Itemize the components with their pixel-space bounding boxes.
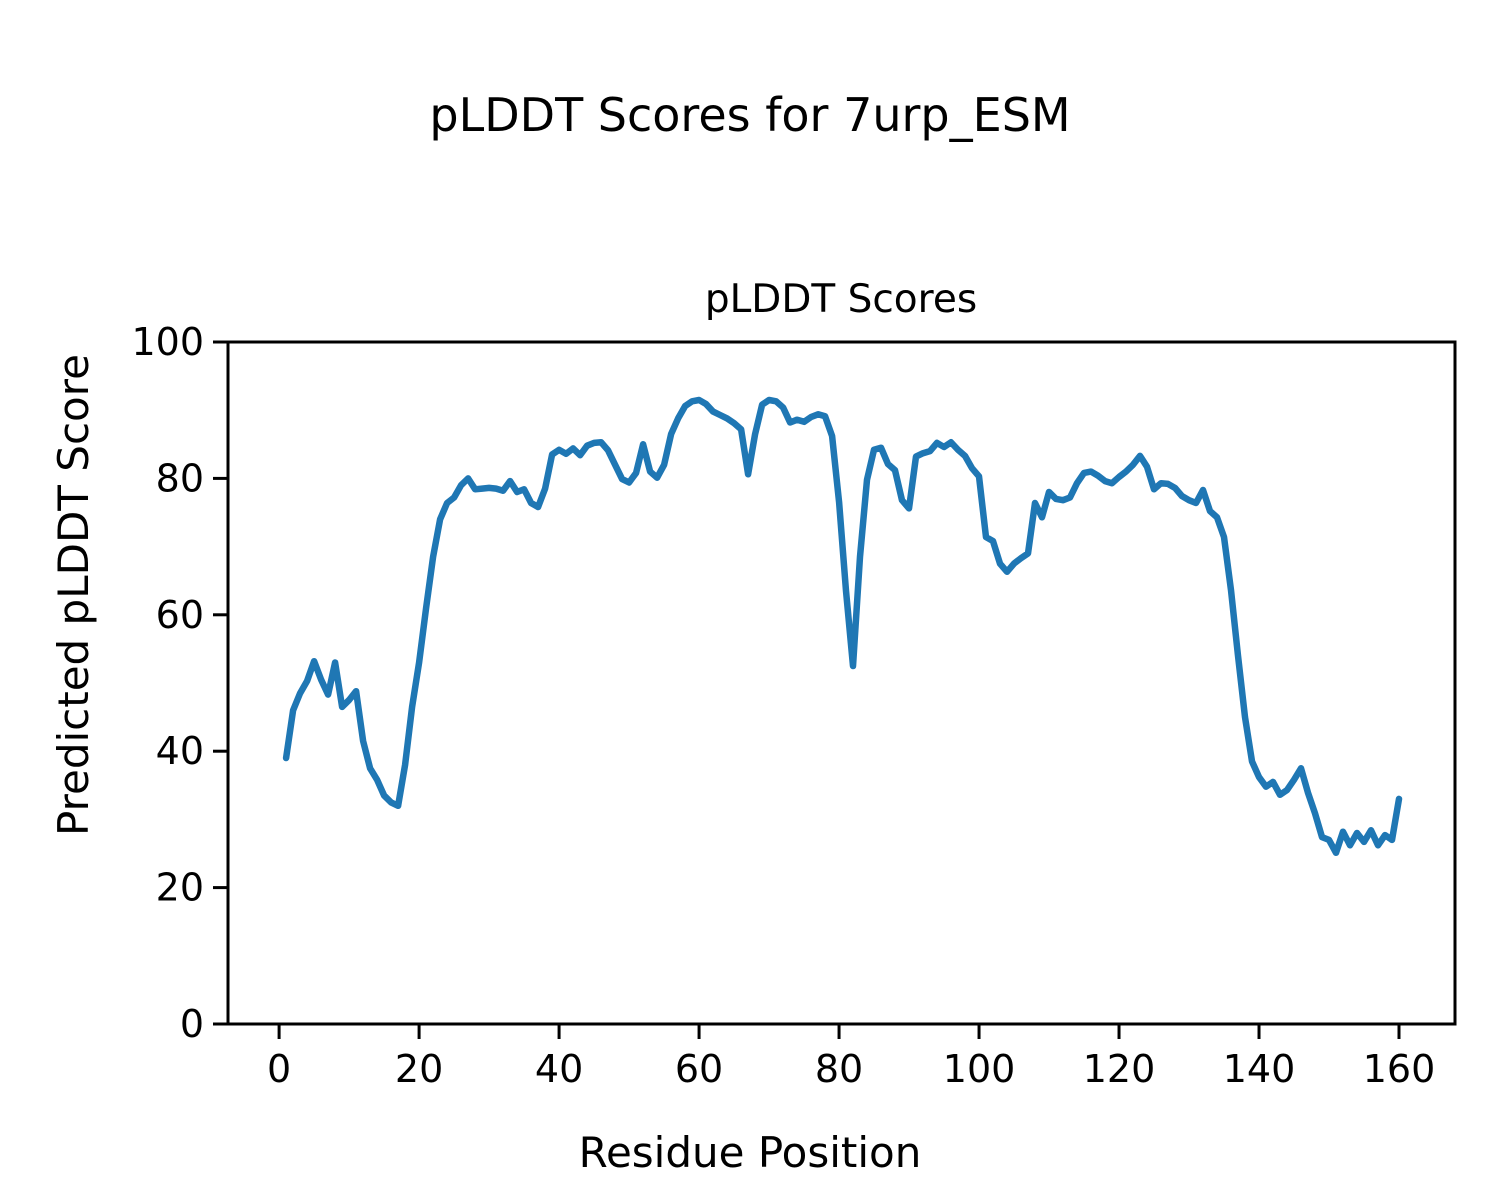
x-tick-label: 120 (1083, 1047, 1156, 1091)
x-axis-label: Residue Position (579, 1128, 922, 1177)
x-tick-label: 40 (535, 1047, 583, 1091)
x-tick-label: 160 (1363, 1047, 1436, 1091)
x-tick-label: 60 (675, 1047, 723, 1091)
x-tick-label: 80 (815, 1047, 863, 1091)
y-axis-ticks: 0 20 40 60 80 100 (131, 320, 228, 1046)
y-tick-label: 80 (156, 456, 204, 500)
figure-title: pLDDT Scores for 7urp_ESM (429, 88, 1070, 142)
axes-title: pLDDT Scores (705, 277, 977, 322)
x-tick-label: 20 (395, 1047, 443, 1091)
y-tick-label: 20 (156, 866, 204, 910)
y-axis-label: Predicted pLDDT Score (49, 354, 98, 836)
plot-border (226, 340, 1457, 1026)
x-tick-label: 100 (943, 1047, 1016, 1091)
plddt-line (282, 396, 1403, 857)
x-axis-ticks: 0 20 40 60 80 100 120 140 160 (267, 1024, 1435, 1091)
y-tick-label: 0 (180, 1002, 204, 1046)
y-tick-label: 40 (156, 729, 204, 773)
x-tick-label: 0 (267, 1047, 291, 1091)
x-tick-label: 140 (1223, 1047, 1296, 1091)
y-tick-label: 100 (131, 320, 204, 364)
y-tick-label: 60 (156, 593, 204, 637)
